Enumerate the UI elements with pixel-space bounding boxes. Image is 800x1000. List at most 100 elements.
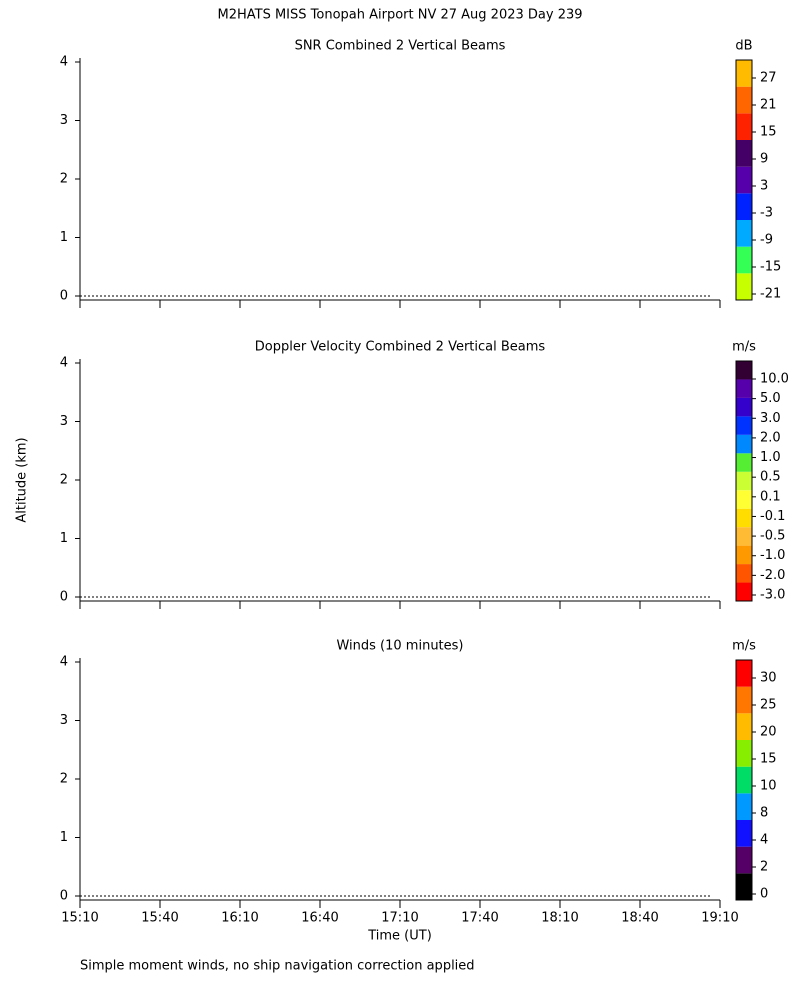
colorbar-tick-label: 0 [760,887,768,902]
colorbar-tick-label: 3 [760,179,768,194]
colorbar-swatch [736,60,752,87]
y-tick-label: 3 [60,113,68,128]
y-tick-label: 1 [60,230,68,245]
colorbar-swatch [736,713,752,740]
colorbar-tick-label: -21 [760,287,781,302]
colorbar-swatch [736,434,752,454]
y-tick-label: 3 [60,414,68,429]
x-tick-label: 16:40 [301,911,338,926]
colorbar-swatch [736,873,752,900]
colorbar-tick-label: 0.5 [760,470,781,485]
colorbar-swatch [736,582,752,601]
plot-frame [80,363,720,597]
colorbar-frame [735,360,753,602]
colorbar-tick-label: 2 [760,860,768,875]
colorbar-tick-label: 10.0 [760,372,789,387]
colorbar-swatch [736,766,752,794]
colorbar-tick-label: 15 [760,125,777,140]
colorbar-swatch [736,416,752,435]
colorbar-tick-label: 3.0 [760,411,781,426]
colorbar-unit: m/s [732,639,756,654]
x-tick-label: 16:10 [221,911,258,926]
panel-title: Doppler Velocity Combined 2 Vertical Bea… [255,340,546,355]
colorbar-swatch [736,545,752,565]
colorbar-tick-label: 15 [760,752,777,767]
colorbar-swatch [736,246,752,274]
y-tick-label: 2 [60,772,68,787]
figure-title: M2HATS MISS Tonopah Airport NV 27 Aug 20… [217,8,582,23]
y-axis-label: Altitude (km) [15,437,30,522]
x-tick-label: 15:40 [141,911,178,926]
colorbar-swatch [736,660,752,687]
colorbar-frame [735,659,753,901]
colorbar-tick-label: 4 [760,833,768,848]
colorbar-swatch [736,140,752,167]
colorbar-swatch [736,166,752,194]
colorbar-tick-label: -3.0 [760,588,785,603]
colorbar-tick-label: 5.0 [760,391,781,406]
colorbar-tick-label: 2.0 [760,430,781,445]
colorbar-swatch [736,740,752,767]
colorbar-swatch [736,113,752,140]
x-tick-label: 18:40 [621,911,658,926]
colorbar-swatch [736,220,752,247]
colorbar-swatch [736,273,752,300]
colorbar-swatch [736,193,752,220]
colorbar-swatch [736,453,752,472]
y-tick-label: 0 [60,889,68,904]
colorbar-swatch [736,686,752,714]
colorbar-tick-label: -15 [760,260,781,275]
y-tick-label: 4 [60,655,68,670]
colorbar-swatch [736,846,752,874]
colorbar-swatch [736,490,752,509]
colorbar-frame [735,59,753,301]
colorbar-tick-label: 21 [760,98,777,113]
colorbar-swatch [736,793,752,820]
plot-frame [80,62,720,296]
colorbar-tick-label: 8 [760,806,768,821]
colorbar-tick-label: -3 [760,206,773,221]
colorbar-tick-label: 0.1 [760,489,781,504]
y-tick-label: 4 [60,55,68,70]
x-tick-label: 18:10 [541,911,578,926]
x-tick-label: 17:40 [461,911,498,926]
colorbar-tick-label: 25 [760,698,777,713]
colorbar-swatch [736,527,752,546]
y-tick-label: 4 [60,356,68,371]
colorbar-tick-label: 9 [760,152,768,167]
panel-title: SNR Combined 2 Vertical Beams [295,39,506,54]
x-axis-label: Time (UT) [367,929,432,944]
colorbar-tick-label: 30 [760,671,777,686]
x-tick-label: 17:10 [381,911,418,926]
y-tick-label: 1 [60,830,68,845]
y-tick-label: 0 [60,590,68,605]
colorbar-unit: m/s [732,340,756,355]
colorbar-tick-label: 20 [760,725,777,740]
y-tick-label: 1 [60,531,68,546]
colorbar-swatch [736,471,752,491]
panel-title: Winds (10 minutes) [336,639,463,654]
colorbar-tick-label: -9 [760,233,773,248]
colorbar-tick-label: -2.0 [760,568,785,583]
colorbar-unit: dB [735,39,752,54]
y-tick-label: 2 [60,172,68,187]
colorbar-swatch [736,820,752,847]
colorbar-swatch [736,86,752,114]
x-tick-label: 19:10 [701,911,738,926]
y-tick-label: 2 [60,473,68,488]
footnote: Simple moment winds, no ship navigation … [80,959,475,974]
colorbar-tick-label: -0.5 [760,529,785,544]
y-tick-label: 0 [60,289,68,304]
colorbar-tick-label: -1.0 [760,548,785,563]
x-tick-label: 15:10 [61,911,98,926]
plot-frame [80,662,720,896]
colorbar-swatch [736,397,752,417]
colorbar-tick-label: 1.0 [760,450,781,465]
colorbar-tick-label: 10 [760,779,777,794]
colorbar-tick-label: 27 [760,71,777,86]
colorbar-swatch [736,379,752,398]
colorbar-swatch [736,564,752,583]
colorbar-swatch [736,361,752,380]
colorbar-swatch [736,508,752,528]
